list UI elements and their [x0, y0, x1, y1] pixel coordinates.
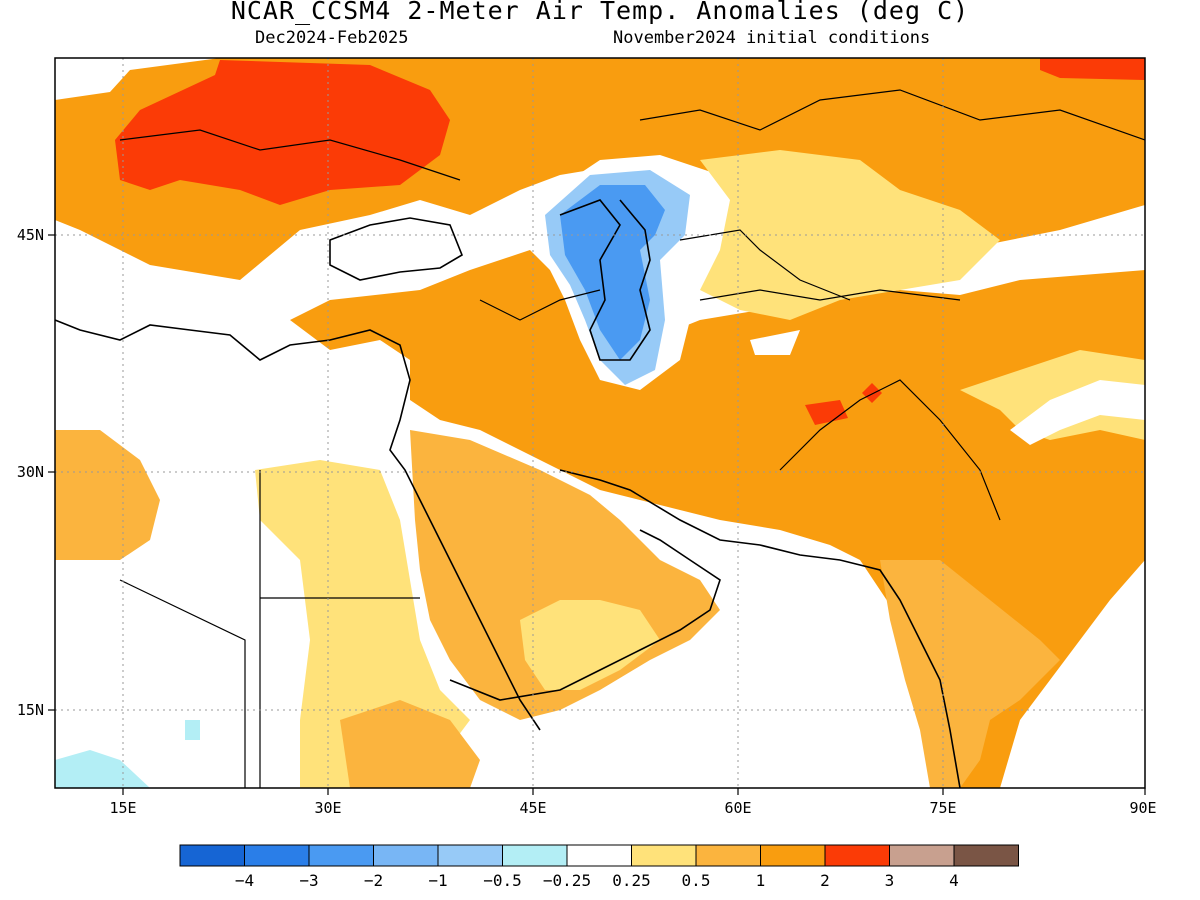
color-bar-label: −2: [364, 871, 383, 890]
color-bar-swatch: [695, 844, 761, 867]
anomaly-cool-caspian-core: [560, 185, 665, 360]
lon-tick-30e: 30E: [314, 799, 341, 817]
anomaly-band-libya: [55, 430, 160, 560]
anomaly-band-tibet: [960, 350, 1145, 440]
color-bar-swatch: [760, 844, 826, 867]
color-bar-label: 0.5: [682, 871, 711, 890]
map-title: NCAR_CCSM4 2-Meter Air Temp. Anomalies (…: [230, 0, 970, 25]
color-bar: −4 −3 −2 −1 −0.5 −0.25 0.25 0.5 1 2 3 4: [179, 844, 1019, 890]
lon-tick-60e: 60E: [724, 799, 751, 817]
lon-tick-75e: 75E: [929, 799, 956, 817]
map-frame: [54, 57, 1146, 789]
lon-tick-90e: 90E: [1129, 799, 1156, 817]
graticule: [55, 58, 1145, 788]
coastlines: [55, 199, 961, 788]
color-bar-label: 0.25: [612, 871, 651, 890]
color-bar-label: −0.5: [483, 871, 522, 890]
anomaly-band-africa: [255, 460, 470, 788]
anomaly-core-afghanistan: [805, 400, 848, 425]
color-bar-label: −4: [235, 871, 254, 890]
anomaly-core-afghanistan-2: [862, 383, 882, 403]
color-bar-swatch: [502, 844, 568, 867]
lon-tick-labels: 15E 30E 45E 60E 75E 90E: [109, 799, 1156, 817]
color-bar-label: 2: [820, 871, 830, 890]
anomaly-core-europe: [115, 60, 450, 205]
color-bar-swatch: [179, 844, 245, 867]
color-bar-swatch: [889, 844, 955, 867]
color-bar-swatch: [824, 844, 890, 867]
anomaly-core-northeast: [1040, 58, 1145, 80]
anomaly-band-india: [880, 560, 1060, 788]
color-bar-swatch: [308, 844, 374, 867]
borders: [119, 89, 1145, 788]
color-bar-label: 4: [949, 871, 959, 890]
anomaly-cool-southwest: [55, 750, 150, 788]
anomaly-band-central-asia: [700, 150, 1000, 320]
lat-tick-30n: 30N: [17, 463, 44, 481]
season-subtitle: Dec2024-Feb2025: [255, 28, 409, 48]
color-bar-label: 1: [756, 871, 766, 890]
anomaly-band-africa-warm: [340, 700, 480, 788]
color-bar-swatch: [437, 844, 503, 867]
color-bar-swatch: [953, 844, 1019, 867]
lat-tick-labels: 45N 30N 15N: [17, 226, 44, 719]
color-bar-label: −1: [428, 871, 447, 890]
color-bar-swatch: [566, 844, 632, 867]
anomaly-white-gap-central-asia: [750, 330, 800, 355]
lat-tick-45n: 45N: [17, 226, 44, 244]
color-bar-label: −0.25: [543, 871, 591, 890]
color-bar-label: 3: [885, 871, 895, 890]
color-bar-swatch: [244, 844, 310, 867]
initial-conditions-subtitle: November2024 initial conditions: [613, 28, 931, 48]
color-bar-swatch: [373, 844, 439, 867]
lon-tick-15e: 15E: [109, 799, 136, 817]
anomaly-white-tibet: [1010, 380, 1145, 445]
color-bar-swatch: [631, 844, 697, 867]
sea-black: [320, 215, 465, 280]
sea-mediterranean: [55, 300, 410, 450]
color-bar-label: −3: [299, 871, 318, 890]
lon-tick-45e: 45E: [519, 799, 546, 817]
anomaly-cool-southwest-2: [185, 720, 200, 740]
lat-tick-15n: 15N: [17, 701, 44, 719]
anomaly-band-arabia-pale: [520, 600, 660, 690]
tick-marks: [48, 234, 1146, 795]
map-fields: [55, 58, 1145, 788]
